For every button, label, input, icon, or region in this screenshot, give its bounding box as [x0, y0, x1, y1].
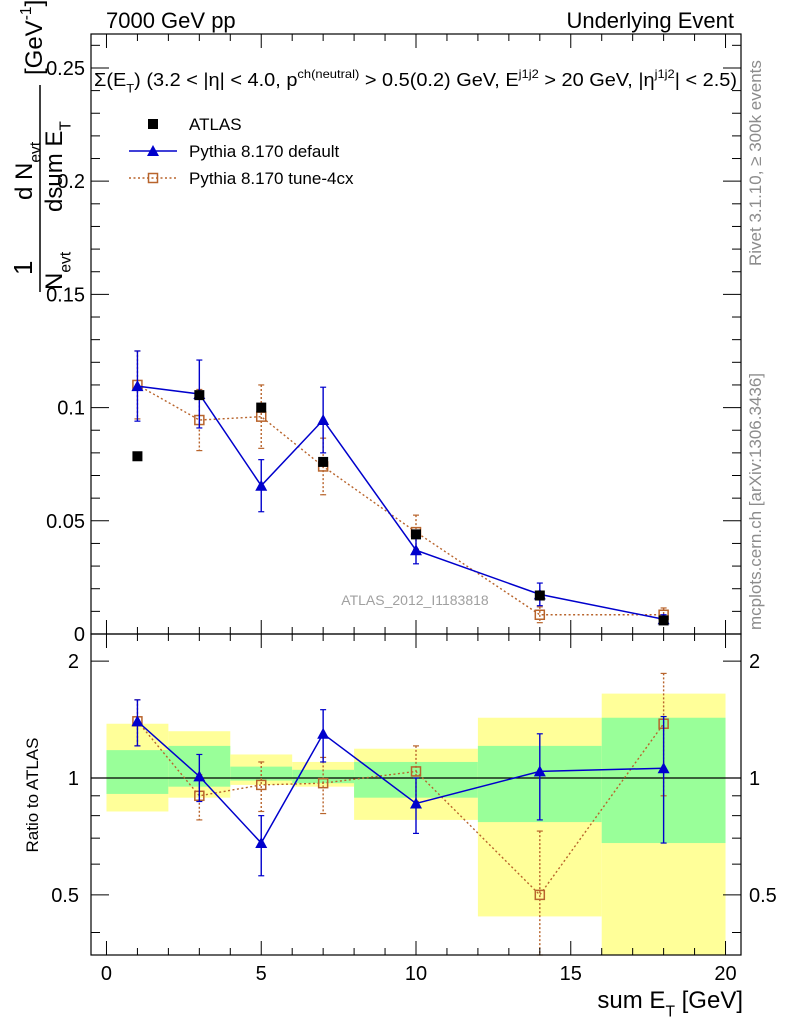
y-label-units: [GeV-1] — [18, 0, 48, 75]
series-ratio-default-point — [255, 837, 268, 849]
x-tick-label: 15 — [560, 963, 582, 985]
analysis-watermark: ATLAS_2012_I1183818 — [341, 592, 489, 608]
series-ratio-default-point — [317, 727, 330, 739]
series-ratio-tune4cx-point — [410, 766, 422, 777]
series-ratio-tune4cx-point — [255, 779, 267, 791]
header-right: Underlying Event — [566, 8, 734, 33]
legend-label: ATLAS — [189, 115, 242, 134]
plot-title: Σ(E T) (3.2 < |η| < 4.0, p ch(neutral) > 0… — [94, 68, 737, 95]
series-ratio-tune4cx-line — [136, 720, 665, 896]
x-tick-label: 20 — [714, 963, 736, 985]
ratio-y-tick-label: 2 — [68, 651, 79, 673]
series-ratio-tune4cx-point — [534, 889, 546, 901]
ratio-y-tick-label: 0.5 — [51, 885, 79, 907]
y-label-numerator: d Nevt — [11, 141, 44, 200]
series-atlas-point — [411, 529, 421, 540]
x-tick-label: 5 — [256, 963, 267, 985]
series-default-point — [255, 479, 268, 491]
main-y-axis-label: 1 d Nevt Nevt dsum ET [GeV-1] — [8, 0, 74, 292]
x-tick-label: 0 — [101, 963, 112, 985]
y-tick-label: 0.25 — [46, 58, 85, 80]
series-default-line — [137, 385, 664, 621]
series-default-point — [410, 544, 422, 556]
rivet-version-note: Rivet 3.1.10, ≥ 300k events — [746, 60, 765, 266]
uncertainty-band-inner — [292, 769, 355, 784]
x-tick-label: 10 — [405, 963, 427, 985]
y-tick-label: 0.05 — [46, 511, 85, 533]
series-atlas-point — [132, 451, 143, 462]
y-tick-label: 0.15 — [46, 284, 85, 306]
series-atlas-point — [256, 402, 267, 413]
legend-label: Pythia 8.170 default — [189, 142, 340, 161]
uncertainty-band-inner — [106, 750, 169, 794]
series-ratio-default-point — [533, 765, 546, 777]
series-atlas-point — [318, 456, 329, 467]
series-atlas-point — [534, 590, 545, 601]
series-ratio-default-point — [410, 797, 422, 809]
series-ratio-tune4cx-point — [317, 777, 329, 789]
legend-marker — [147, 172, 159, 184]
legend-marker — [148, 119, 158, 129]
series-ratio-default-point — [193, 770, 206, 782]
ratio-y-axis-label: Ratio to ATLAS — [23, 738, 42, 853]
uncertainty-band-inner — [230, 766, 293, 781]
y-tick-label: 0.1 — [57, 398, 85, 420]
ratio-y-tick-label-right: 2 — [749, 651, 760, 673]
series-ratio-default-point — [131, 715, 144, 727]
legend-marker — [147, 145, 159, 156]
series-atlas-point — [194, 390, 205, 401]
y-tick-label: 0 — [74, 624, 85, 646]
series-default-point — [317, 414, 330, 426]
ratio-y-tick-label-right: 0.5 — [749, 885, 777, 907]
y-label-one: 1 — [8, 261, 38, 275]
mcplots-credit: mcplots.cern.ch [arXiv:1306.3436] — [746, 372, 765, 630]
x-axis-label: sum ET [GeV] — [597, 987, 743, 1020]
series-ratio-default-point — [657, 762, 670, 774]
ratio-y-tick-label-right: 1 — [749, 768, 760, 790]
legend-label: Pythia 8.170 tune-4cx — [189, 169, 354, 188]
series-default-point — [131, 380, 144, 392]
header-left: 7000 GeV pp — [106, 8, 236, 33]
series-atlas-point — [658, 615, 669, 626]
y-tick-label: 0.2 — [57, 171, 85, 193]
y-label-den2: dsum ET — [41, 121, 74, 212]
ratio-y-tick-label: 1 — [68, 768, 79, 790]
y-label-den1: Nevt — [41, 251, 74, 290]
series-tune4cx-point — [534, 609, 546, 621]
